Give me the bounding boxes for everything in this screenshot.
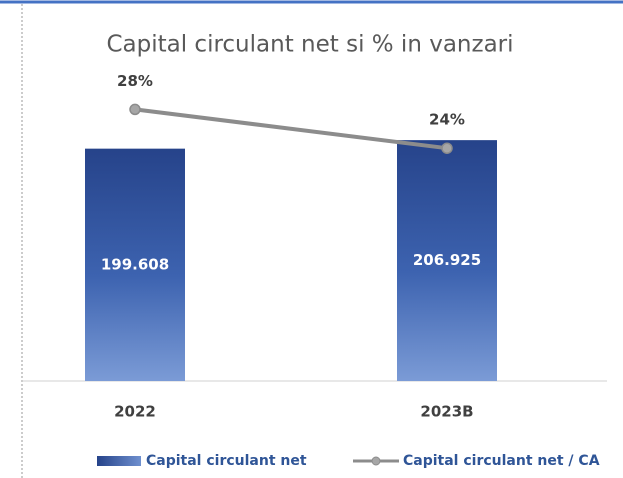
legend-label: Capital circulant net / CA — [403, 453, 600, 469]
bar — [397, 140, 497, 381]
line-value-label: 24% — [429, 111, 465, 129]
line-value-label: 28% — [117, 72, 153, 90]
bar-value-label: 199.608 — [101, 255, 169, 273]
bar-value-label: 206.925 — [413, 251, 481, 269]
legend-label: Capital circulant net — [146, 453, 307, 469]
x-tick-label: 2023B — [420, 403, 473, 421]
chart-title: Capital circulant net si % in vanzari — [106, 32, 513, 58]
legend-marker — [371, 456, 381, 466]
x-tick-label: 2022 — [114, 403, 156, 421]
line-marker — [441, 142, 453, 154]
bar — [85, 148, 185, 381]
legend-swatch — [97, 456, 141, 466]
line — [134, 107, 448, 151]
line-marker — [129, 103, 141, 116]
